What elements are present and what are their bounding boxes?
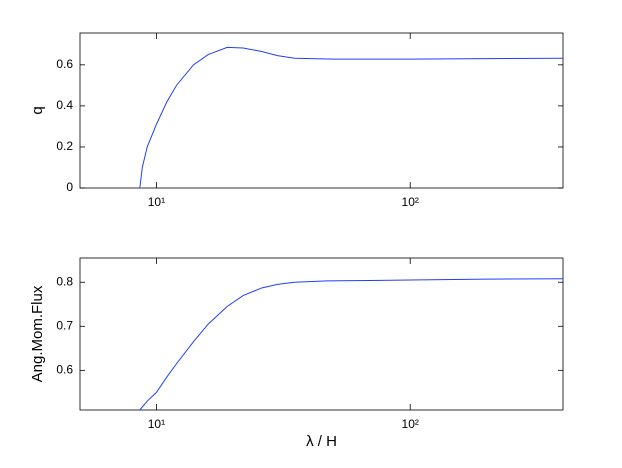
y-axis-label: q — [29, 106, 46, 114]
y-axis-label: Ang.Mom.Flux — [29, 285, 46, 382]
x-tick-label: 10² — [402, 195, 419, 209]
x-axis-label: λ / H — [306, 433, 337, 450]
y-tick-label: 0 — [66, 180, 73, 194]
y-tick-label: 0.6 — [56, 363, 73, 377]
y-tick-label: 0.6 — [56, 57, 73, 71]
axes-box — [79, 32, 564, 189]
y-tick-label: 0.4 — [56, 98, 73, 112]
y-tick-label: 0.2 — [56, 139, 73, 153]
y-tick-label: 0.8 — [56, 274, 73, 288]
axes-box — [79, 257, 564, 411]
x-tick-label: 10¹ — [148, 417, 165, 431]
x-tick-label: 10¹ — [148, 195, 165, 209]
x-tick-label: 10² — [402, 417, 419, 431]
y-tick-label: 0.7 — [56, 318, 73, 332]
data-line — [139, 46, 564, 189]
data-line — [139, 278, 564, 411]
